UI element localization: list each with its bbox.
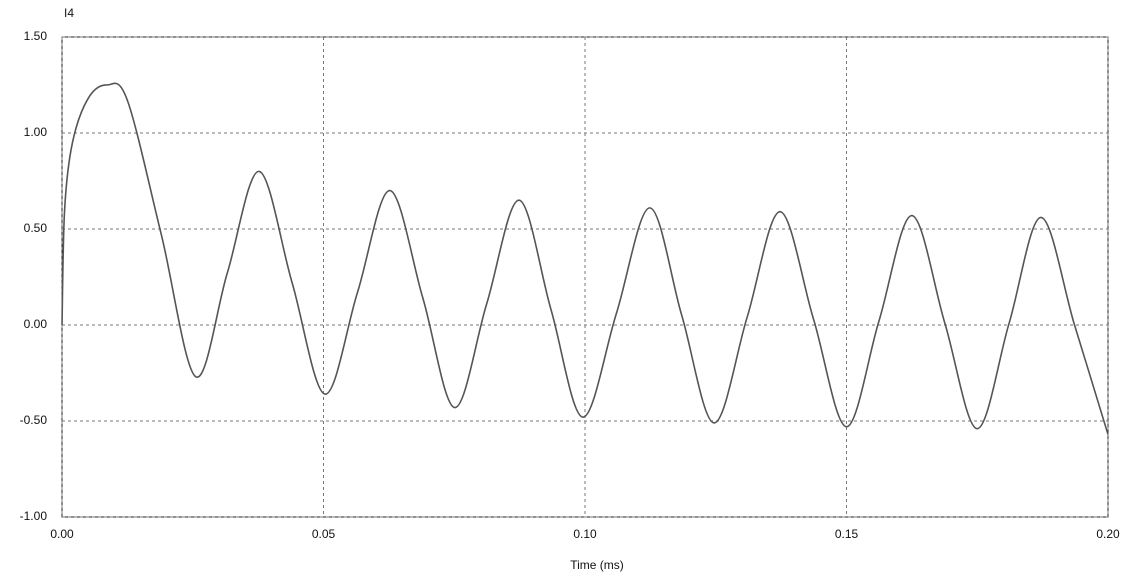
x-tick-label: 0.20: [1096, 527, 1120, 541]
data-line: [61, 82, 1109, 435]
x-tick-label: 0.00: [50, 527, 74, 541]
y-axis-label: I4: [64, 6, 74, 20]
x-axis-label: Time (ms): [570, 558, 624, 572]
x-tick-label: 0.05: [312, 527, 336, 541]
y-tick-label: -0.50: [20, 413, 48, 427]
x-tick-label: 0.10: [573, 527, 597, 541]
y-tick-label: 0.50: [24, 221, 48, 235]
x-tick-label: 0.15: [835, 527, 859, 541]
y-tick-label: 1.00: [24, 125, 48, 139]
y-tick-label: 0.00: [24, 317, 48, 331]
y-tick-label: -1.00: [20, 509, 48, 523]
y-tick-label: 1.50: [24, 29, 48, 43]
